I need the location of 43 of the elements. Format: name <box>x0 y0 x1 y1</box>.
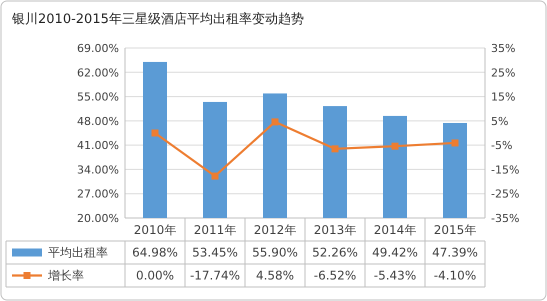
point <box>392 142 398 150</box>
data-label: 53.45% <box>192 246 238 260</box>
y2-tick-label: 5% <box>491 114 508 128</box>
data-label: -4.10% <box>434 268 476 282</box>
y-tick-label: 69.00% <box>77 42 119 55</box>
data-label: 4.58% <box>256 268 294 282</box>
x-tick-label: 2013年 <box>314 223 356 237</box>
x-tick-label: 2010年 <box>134 223 176 237</box>
point <box>452 139 458 146</box>
x-tick-label: 2011年 <box>194 223 236 237</box>
data-label: -5.43% <box>374 268 416 282</box>
point <box>272 118 278 126</box>
y-tick-label: 48.00% <box>77 114 119 128</box>
data-label: 49.42% <box>372 246 418 260</box>
y-tick-label: 20.00% <box>77 212 119 225</box>
y-tick-label: 34.00% <box>77 163 119 176</box>
y2-tick-label: 35% <box>491 42 516 55</box>
chart-title: 银川2010-2015年三星级酒店平均出租率变动趋势 <box>11 11 304 27</box>
y-tick-label: 27.00% <box>77 188 119 201</box>
point <box>152 130 158 136</box>
data-label: 55.90% <box>252 246 298 260</box>
y2-tick-label: -35% <box>491 212 520 225</box>
x-tick-label: 2015年 <box>434 223 476 237</box>
legend-label: 平均出租率 <box>48 246 108 260</box>
legend-label: 增长率 <box>47 268 84 282</box>
data-label: -17.74% <box>190 268 240 282</box>
y-tick-label: 41.00% <box>77 139 119 152</box>
x-tick-label: 2012年 <box>254 223 296 237</box>
x-tick-label: 2014年 <box>374 223 416 237</box>
data-label: 64.98% <box>132 246 178 260</box>
data-label: 0.00% <box>136 268 174 282</box>
y-tick-label: 62.00% <box>77 66 119 80</box>
data-label: 52.26% <box>312 246 358 260</box>
point <box>212 172 218 180</box>
y2-tick-label: -5% <box>491 139 512 152</box>
point <box>332 145 338 152</box>
data-label: -6.52% <box>314 268 356 282</box>
y2-tick-label: -15% <box>491 163 520 176</box>
y2-tick-label: 15% <box>491 90 516 104</box>
y2-tick-label: 25% <box>491 66 516 80</box>
y2-tick-label: -25% <box>491 188 520 201</box>
y-tick-label: 55.00% <box>77 90 119 104</box>
data-label: 47.39% <box>432 246 478 260</box>
